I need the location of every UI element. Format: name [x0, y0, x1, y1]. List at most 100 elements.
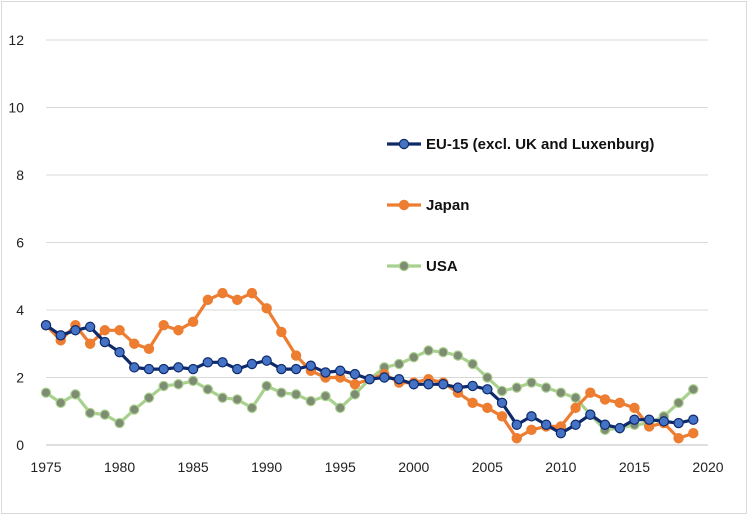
- data-point: [187, 316, 199, 328]
- data-point: [70, 389, 81, 400]
- data-point: [261, 303, 272, 314]
- data-point: [349, 379, 361, 390]
- data-point: [482, 372, 493, 383]
- data-point: [143, 363, 155, 375]
- y-tick-label: 6: [16, 235, 24, 251]
- data-point: [99, 409, 111, 420]
- data-point: [335, 365, 346, 376]
- data-point: [335, 402, 346, 414]
- x-tick-label: 2000: [398, 459, 429, 475]
- data-point: [511, 433, 522, 444]
- data-point: [158, 363, 169, 375]
- data-point: [496, 385, 508, 397]
- data-point: [114, 417, 125, 429]
- data-point: [232, 394, 243, 405]
- data-point: [540, 419, 552, 430]
- data-point: [84, 321, 96, 333]
- data-point: [55, 330, 66, 341]
- series-line: [44, 291, 694, 440]
- data-point: [482, 384, 493, 395]
- data-point: [246, 287, 258, 299]
- y-tick-label: 2: [16, 370, 24, 386]
- data-point: [629, 402, 640, 414]
- x-tick-label: 1985: [178, 459, 209, 475]
- data-point: [482, 402, 493, 414]
- data-point: [40, 387, 52, 398]
- data-point: [232, 294, 243, 306]
- data-point: [84, 407, 96, 419]
- legend-item-usa: USA: [387, 258, 458, 275]
- data-point: [290, 350, 302, 361]
- data-point: [261, 380, 272, 392]
- data-point: [114, 325, 125, 336]
- x-tick-label: 2020: [692, 459, 723, 475]
- data-point: [173, 325, 184, 336]
- data-point: [202, 294, 214, 306]
- data-point: [276, 326, 287, 338]
- data-point: [349, 368, 361, 380]
- data-point: [555, 427, 567, 439]
- data-point: [143, 392, 155, 403]
- data-point: [526, 424, 537, 436]
- y-axis-ticks: 0 2 4 6 8 10 12: [8, 32, 24, 453]
- data-point: [40, 319, 52, 331]
- legend-label-eu15: EU-15 (excl. UK and Luxenburg): [426, 136, 654, 153]
- y-tick-label: 4: [16, 302, 24, 318]
- data-point: [511, 382, 522, 393]
- legend-label-japan: Japan: [426, 197, 469, 214]
- data-point: [217, 287, 228, 299]
- data-point: [452, 350, 464, 361]
- data-point: [467, 397, 478, 409]
- data-point: [158, 380, 169, 392]
- data-point: [393, 373, 405, 385]
- x-tick-label: 1995: [325, 459, 356, 475]
- series-0: [40, 319, 699, 439]
- legend-marker-usa: [398, 260, 410, 272]
- data-point: [452, 382, 464, 393]
- x-tick-label: 1990: [251, 459, 282, 475]
- data-point: [217, 357, 228, 368]
- data-point: [143, 343, 155, 355]
- data-point: [599, 394, 611, 405]
- data-point: [276, 387, 287, 398]
- data-point: [614, 397, 625, 409]
- gridlines: [46, 39, 708, 378]
- data-point: [173, 362, 184, 373]
- x-tick-label: 2010: [545, 459, 576, 475]
- data-point: [320, 390, 331, 402]
- legend: EU-15 (excl. UK and Luxenburg) Japan USA: [387, 136, 654, 275]
- data-point: [526, 377, 537, 388]
- data-point: [246, 402, 258, 414]
- data-point: [688, 414, 699, 425]
- data-point: [658, 416, 670, 427]
- data-point: [438, 346, 449, 358]
- data-point: [643, 414, 655, 425]
- data-point: [467, 358, 478, 370]
- data-point: [673, 433, 684, 444]
- data-point: [55, 397, 66, 409]
- data-point: [276, 363, 287, 375]
- y-tick-label: 10: [8, 100, 24, 116]
- data-point: [129, 338, 140, 349]
- data-point: [114, 346, 125, 358]
- data-point: [349, 389, 361, 400]
- data-point: [70, 325, 81, 336]
- data-point: [202, 357, 214, 368]
- data-point: [261, 355, 272, 366]
- legend-label-usa: USA: [426, 258, 458, 275]
- data-point: [187, 363, 199, 375]
- data-point: [614, 422, 625, 434]
- data-point: [217, 392, 228, 403]
- data-point: [305, 395, 316, 407]
- data-point: [129, 362, 140, 373]
- data-point: [496, 397, 508, 409]
- data-point: [423, 345, 434, 356]
- data-point: [629, 414, 640, 425]
- y-tick-label: 12: [8, 32, 24, 48]
- data-point: [570, 419, 581, 430]
- series-layer: [40, 287, 699, 444]
- data-point: [202, 384, 214, 395]
- data-point: [246, 358, 258, 370]
- legend-item-japan: Japan: [387, 197, 469, 214]
- data-point: [526, 411, 537, 422]
